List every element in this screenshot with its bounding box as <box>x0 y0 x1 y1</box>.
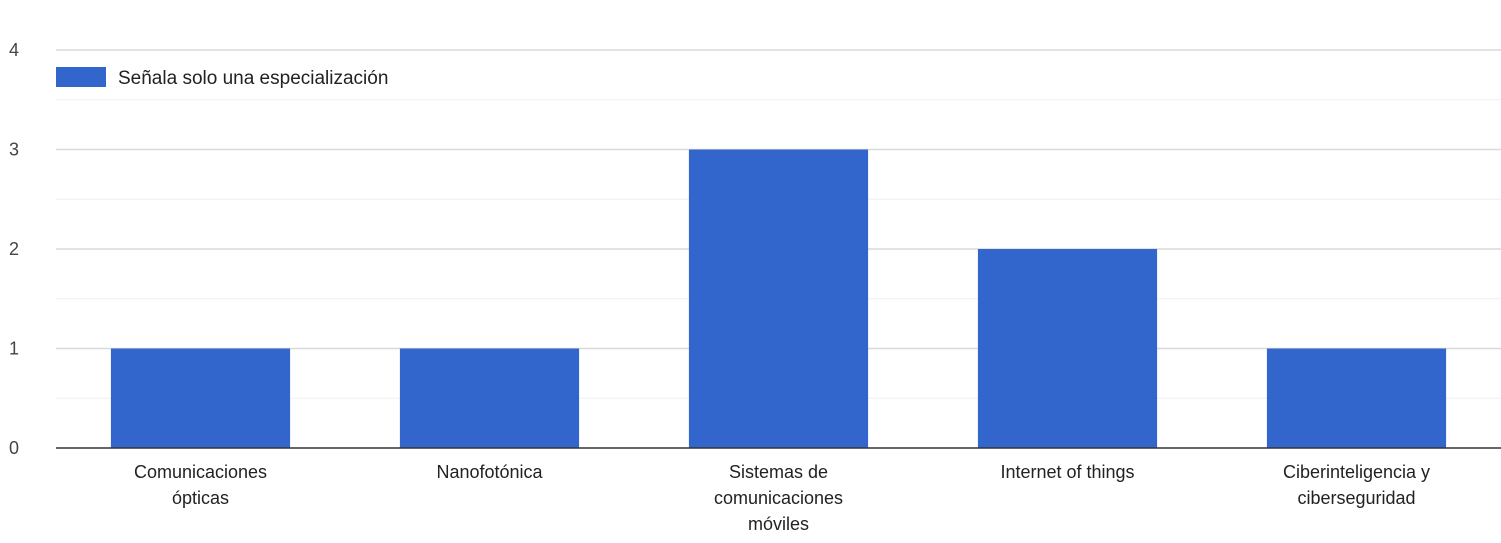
bar <box>399 348 580 448</box>
legend-swatch <box>56 67 106 87</box>
bar <box>688 149 869 448</box>
x-category-label: Nanofotónica <box>436 462 543 482</box>
x-category-label: Sistemas de comunicaciones móviles <box>714 462 843 534</box>
bar <box>1266 348 1447 448</box>
y-tick-label: 0 <box>9 438 19 458</box>
x-category-label: Ciberinteligencia y ciberseguridad <box>1283 462 1430 508</box>
bar <box>977 249 1158 448</box>
legend-label: Señala solo una especialización <box>118 68 388 89</box>
x-category-label: Comunicaciones ópticas <box>134 462 267 508</box>
bars <box>110 149 1447 448</box>
y-axis-tick-labels: 0 1 2 3 4 <box>9 40 19 458</box>
y-tick-label: 2 <box>9 239 19 259</box>
y-tick-label: 3 <box>9 140 19 160</box>
x-axis-category-labels: Comunicaciones ópticas Nanofotónica Sistema… <box>134 462 1430 534</box>
legend: Señala solo una especialización <box>56 67 388 89</box>
bar <box>110 348 291 448</box>
y-tick-label: 4 <box>9 40 19 60</box>
y-tick-label: 1 <box>9 339 19 359</box>
x-category-label: Internet of things <box>1000 462 1134 482</box>
